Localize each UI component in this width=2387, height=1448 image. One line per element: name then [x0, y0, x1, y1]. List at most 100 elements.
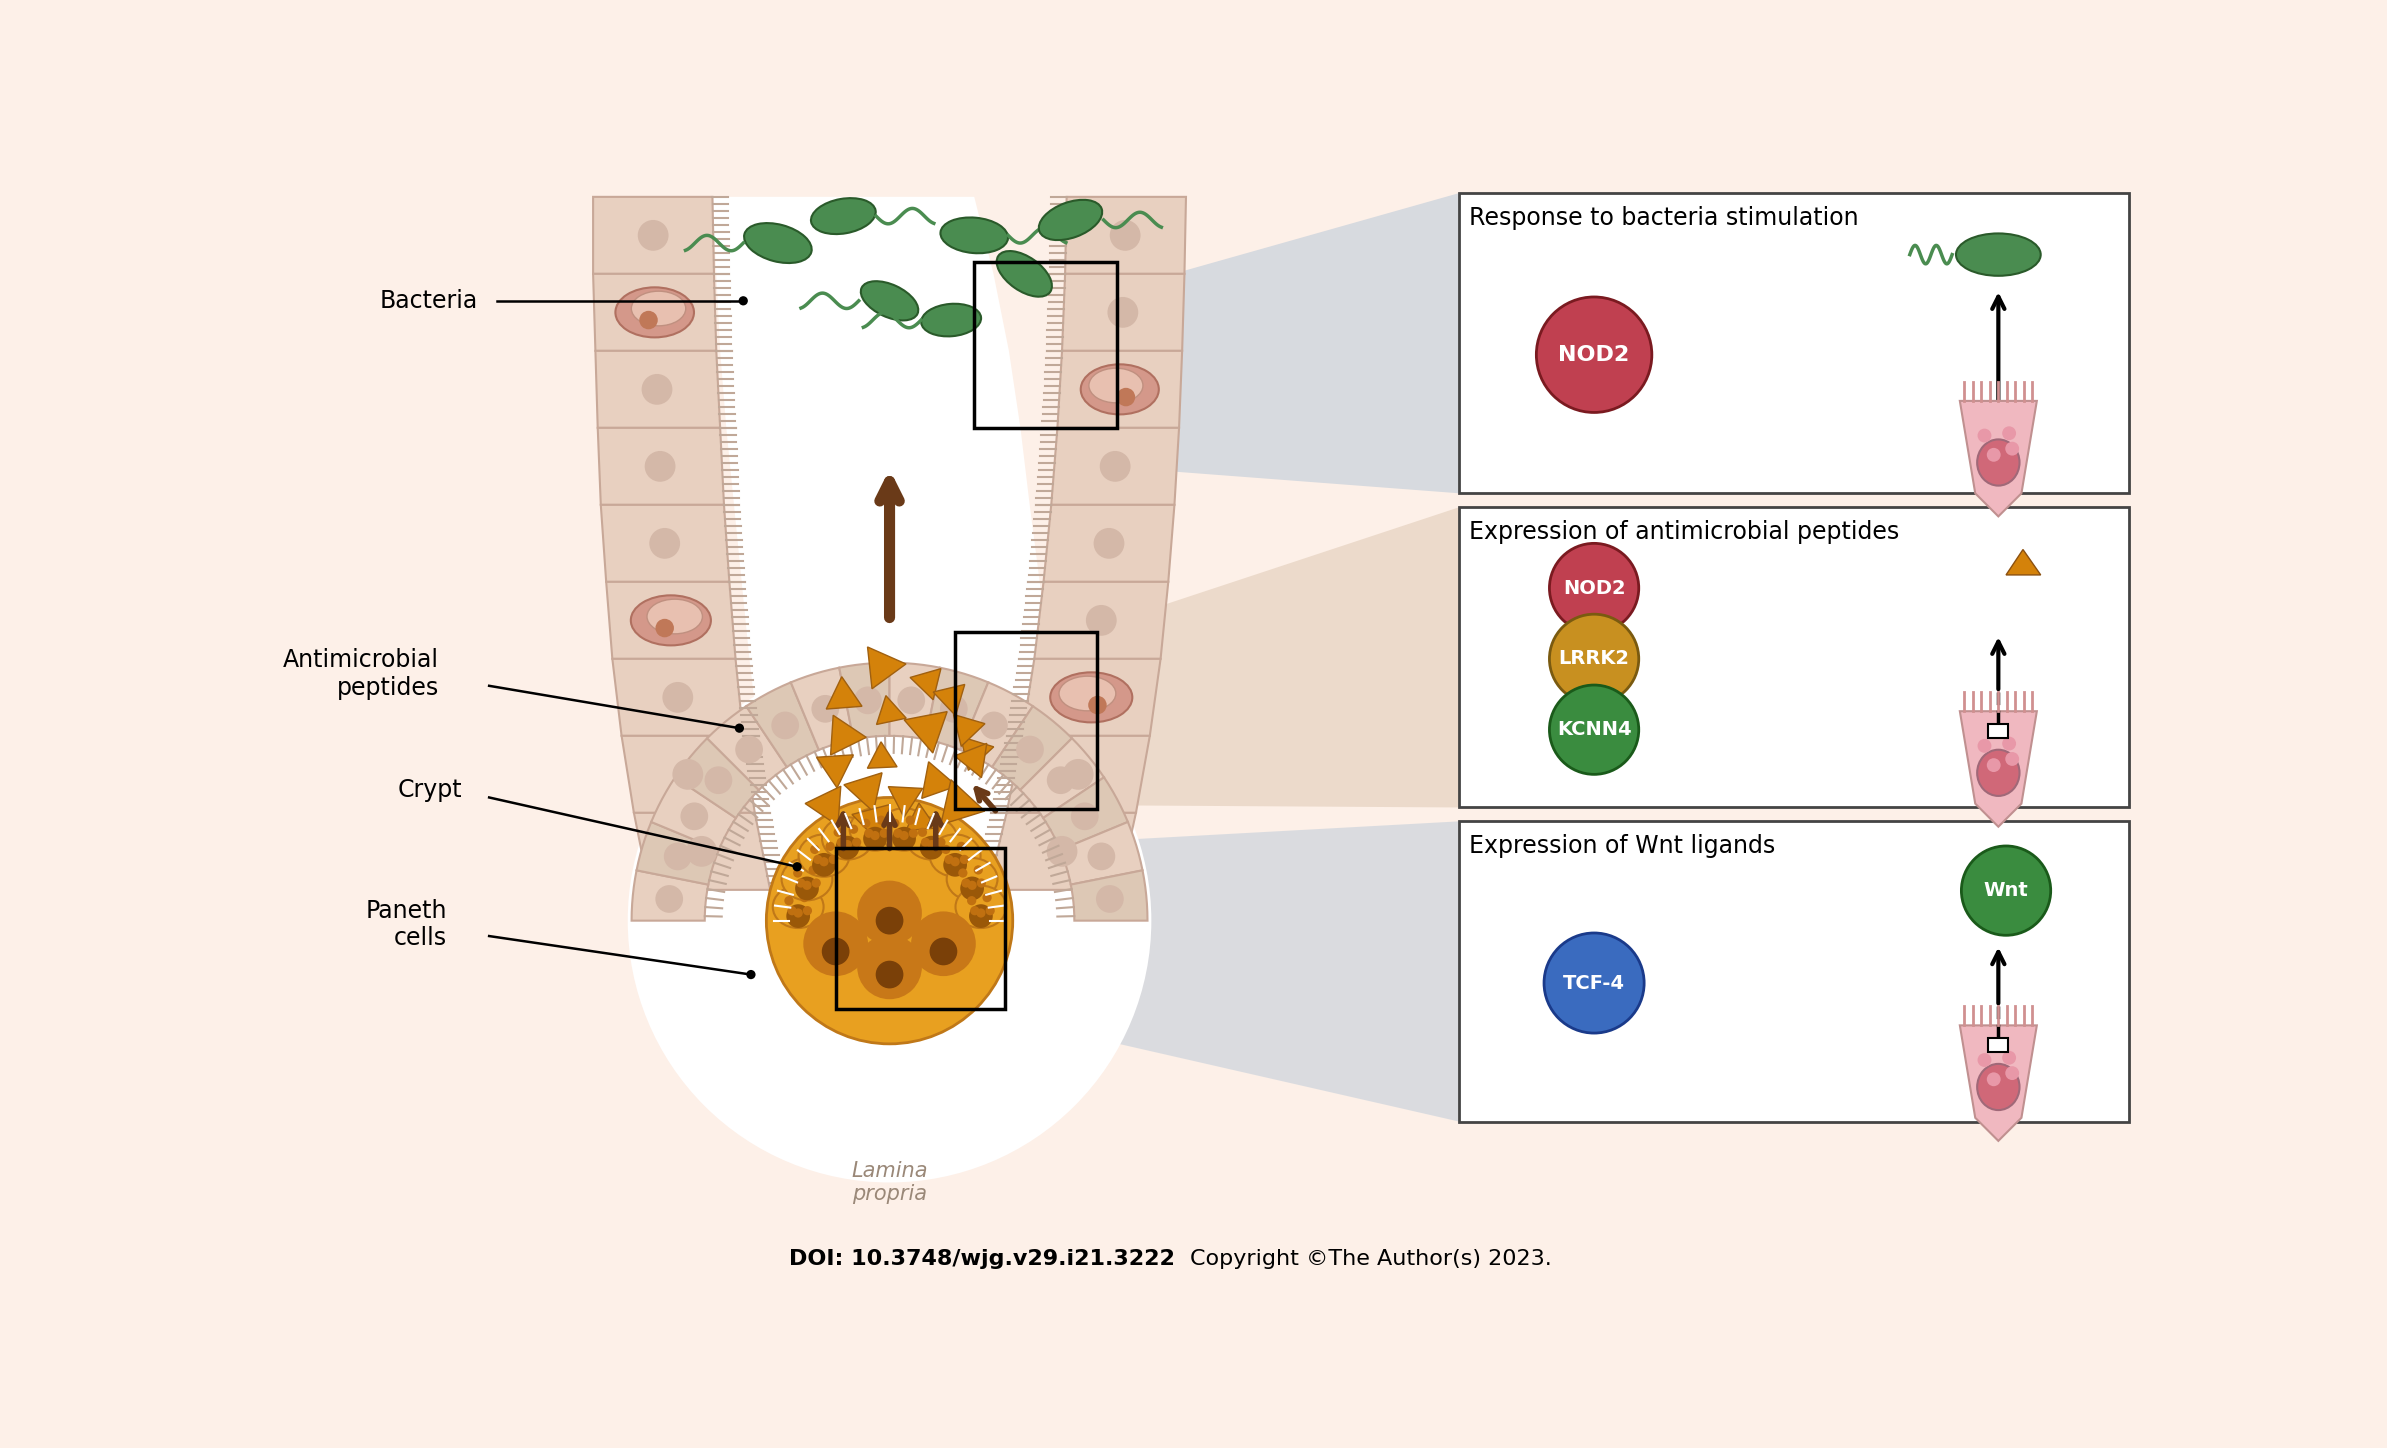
Polygon shape — [1072, 870, 1148, 921]
Circle shape — [833, 828, 843, 837]
Circle shape — [1976, 738, 1991, 753]
Circle shape — [974, 866, 983, 875]
Circle shape — [814, 854, 824, 864]
Polygon shape — [652, 778, 735, 850]
Circle shape — [929, 938, 957, 966]
Polygon shape — [2005, 550, 2041, 575]
Circle shape — [864, 828, 874, 838]
Text: Copyright ©The Author(s) 2023.: Copyright ©The Author(s) 2023. — [1189, 1250, 1552, 1270]
Ellipse shape — [1050, 672, 1131, 723]
Circle shape — [656, 885, 683, 912]
Polygon shape — [606, 582, 735, 659]
Circle shape — [981, 711, 1007, 740]
Circle shape — [857, 880, 921, 946]
Circle shape — [1046, 835, 1077, 867]
Circle shape — [1537, 297, 1652, 413]
Polygon shape — [602, 505, 730, 582]
Ellipse shape — [812, 198, 876, 235]
Circle shape — [909, 828, 919, 838]
Circle shape — [738, 297, 747, 306]
Bar — [1458, 193, 2129, 494]
Polygon shape — [1043, 505, 1174, 582]
Ellipse shape — [647, 599, 702, 634]
Circle shape — [1100, 450, 1131, 482]
Circle shape — [785, 904, 809, 928]
Polygon shape — [676, 738, 759, 818]
Ellipse shape — [1976, 1064, 2019, 1111]
Circle shape — [795, 876, 819, 901]
Circle shape — [1017, 736, 1043, 763]
Text: Paneth
cells: Paneth cells — [365, 899, 446, 950]
Circle shape — [735, 724, 745, 733]
Ellipse shape — [821, 817, 874, 860]
Circle shape — [826, 841, 835, 851]
Circle shape — [828, 854, 838, 864]
Circle shape — [649, 529, 680, 559]
Polygon shape — [1081, 507, 1458, 808]
Circle shape — [957, 869, 967, 877]
Text: NOD2: NOD2 — [1559, 345, 1630, 365]
Circle shape — [704, 766, 733, 794]
Polygon shape — [1062, 274, 1184, 350]
Circle shape — [1088, 843, 1115, 870]
Circle shape — [1986, 1073, 2000, 1086]
Ellipse shape — [1976, 750, 2019, 796]
Circle shape — [637, 220, 668, 251]
Circle shape — [1117, 388, 1136, 407]
Polygon shape — [988, 812, 1136, 891]
Ellipse shape — [955, 886, 1007, 928]
Text: KCNN4: KCNN4 — [1556, 720, 1630, 738]
Circle shape — [766, 798, 1012, 1044]
Circle shape — [855, 686, 881, 714]
Circle shape — [747, 970, 757, 979]
Circle shape — [792, 869, 802, 877]
Polygon shape — [1022, 659, 1160, 736]
Circle shape — [735, 736, 764, 763]
Circle shape — [962, 879, 972, 888]
Circle shape — [852, 837, 862, 847]
Circle shape — [809, 844, 819, 854]
Circle shape — [1048, 766, 1074, 794]
Text: Bacteria: Bacteria — [380, 288, 477, 313]
Bar — [1988, 724, 2007, 738]
Circle shape — [890, 818, 900, 828]
Circle shape — [802, 906, 812, 915]
Circle shape — [835, 835, 859, 860]
Circle shape — [680, 802, 709, 830]
Circle shape — [871, 831, 881, 840]
Circle shape — [976, 879, 986, 888]
Circle shape — [809, 866, 819, 875]
Polygon shape — [890, 663, 940, 740]
Circle shape — [804, 911, 869, 976]
Circle shape — [797, 879, 804, 888]
Circle shape — [1062, 759, 1093, 789]
Circle shape — [788, 906, 797, 915]
Polygon shape — [1007, 736, 1151, 812]
Circle shape — [1986, 447, 2000, 462]
Circle shape — [2003, 737, 2017, 750]
Polygon shape — [1105, 193, 1458, 494]
Polygon shape — [840, 663, 890, 740]
Bar — [955, 631, 1098, 809]
Bar — [1458, 507, 2129, 808]
Circle shape — [785, 896, 792, 905]
Circle shape — [945, 854, 952, 864]
Circle shape — [664, 843, 692, 870]
Circle shape — [640, 311, 659, 329]
Polygon shape — [1960, 1025, 2036, 1141]
Polygon shape — [1050, 821, 1458, 1122]
Circle shape — [919, 828, 926, 837]
Circle shape — [862, 818, 871, 828]
Circle shape — [1108, 297, 1139, 327]
Circle shape — [921, 837, 931, 847]
Circle shape — [664, 682, 692, 712]
Circle shape — [857, 934, 921, 999]
Circle shape — [1986, 759, 2000, 772]
Polygon shape — [1050, 427, 1179, 505]
Ellipse shape — [940, 217, 1007, 253]
Ellipse shape — [948, 859, 998, 901]
Text: Expression of Wnt ligands: Expression of Wnt ligands — [1468, 834, 1776, 859]
Circle shape — [893, 827, 917, 850]
Polygon shape — [1034, 582, 1167, 659]
Circle shape — [2003, 1051, 2017, 1064]
